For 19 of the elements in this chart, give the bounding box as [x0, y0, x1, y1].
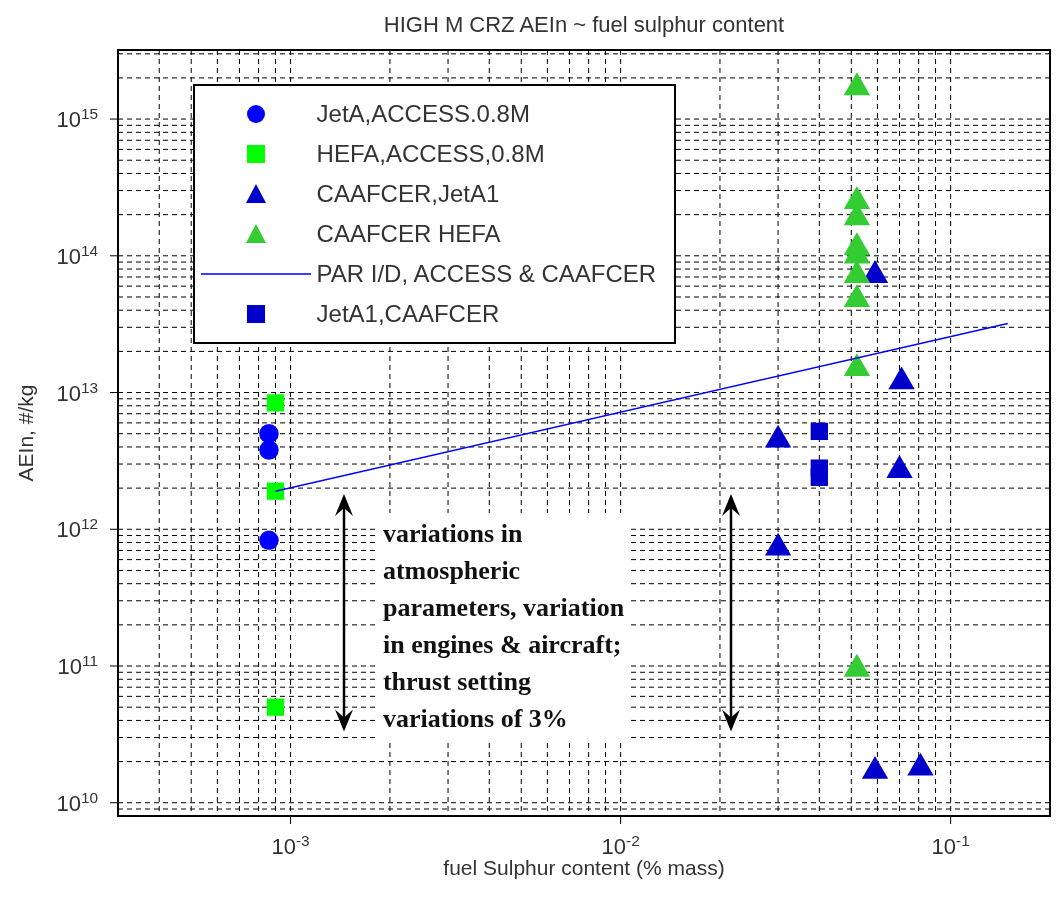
y-tick-label: 10$^{14}$ [56, 241, 99, 269]
legend-label: CAAFCER HEFA [316, 220, 501, 249]
y-axis-title: AEIn, #/kg [14, 384, 38, 482]
x-tick-label: 10$^{-3}$ [271, 831, 310, 859]
legend-label: JetA1,CAAFCER [316, 300, 500, 329]
y-tick-label: 10$^{11}$ [57, 651, 98, 680]
legend-label: PAR I/D, ACCESS & CAAFCER [316, 260, 657, 289]
annotation: variations in atmospheric parameters, variation in engines & aircraft; thrust setting variations of 3% [378, 513, 629, 740]
legend-label: CAAFCER,JetA1 [316, 180, 500, 209]
x-tick-label: 10$^{-2}$ [601, 831, 640, 859]
chart-title: HIGH M CRZ AEIn ~ fuel sulphur content [382, 12, 786, 38]
y-tick-label: 10$^{13}$ [56, 378, 98, 406]
legend-label: HEFA,ACCESS,0.8M [316, 140, 545, 169]
x-axis-title: fuel Sulphur content (% mass) [443, 856, 725, 879]
y-tick-label: 10$^{10}$ [56, 788, 98, 816]
x-tick-label: 10$^{-1}$ [931, 831, 970, 859]
y-tick-label: 10$^{12}$ [56, 514, 98, 543]
legend-label: JetA,ACCESS.0.8M [316, 100, 530, 129]
y-tick-label: 10$^{15}$ [56, 104, 98, 133]
